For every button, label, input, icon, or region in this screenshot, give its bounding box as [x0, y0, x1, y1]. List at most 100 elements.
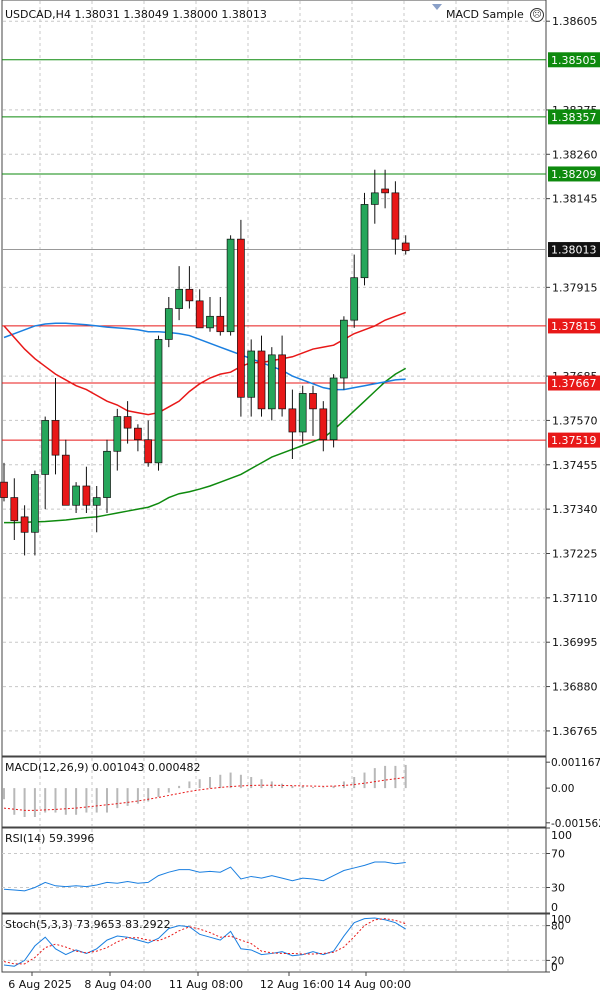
stoch-title: Stoch(5,3,3) 73.9653 83.2922: [5, 918, 171, 931]
level-label-bg: [548, 432, 600, 448]
candle-body: [195, 300, 204, 329]
pane-frame-macd: [1, 756, 547, 828]
candle-body: [185, 288, 194, 302]
candle-body: [113, 416, 122, 452]
candle-body: [103, 450, 111, 498]
y-tick-label: 1.38260: [552, 148, 598, 161]
indicator-name: MACD Sample: [446, 8, 524, 21]
current-price-bg: [548, 242, 600, 258]
y-tick-label: 1.38605: [552, 15, 598, 28]
level-label: 1.38209: [551, 168, 597, 181]
collapse-triangle-icon[interactable]: [432, 4, 442, 10]
pane-frame-stoch: [1, 913, 547, 973]
symbol-info: USDCAD,H4 1.38031 1.38049 1.38000 1.3801…: [5, 8, 267, 21]
rsi-y-tick-label: 0: [551, 901, 558, 914]
y-tick-label: 1.38145: [552, 193, 598, 206]
candle-body: [123, 416, 132, 429]
candle-body: [267, 354, 276, 410]
level-label: 1.37815: [551, 320, 597, 333]
candle-body: [61, 454, 70, 506]
candle-body: [278, 354, 286, 410]
candle-body: [288, 408, 297, 433]
candle-body: [360, 204, 369, 279]
candle-body: [10, 497, 19, 522]
candle-body: [381, 188, 389, 194]
macd-title: MACD(12,26,9) 0.001043 0.000482: [5, 761, 201, 774]
candle-body: [31, 474, 39, 533]
ma-mid-line: [3, 322, 406, 391]
candle-body: [247, 350, 256, 398]
y-tick-label: 1.37570: [552, 414, 598, 427]
y-tick-label: 1.37110: [552, 592, 598, 605]
ma-slow-line: [4, 367, 407, 524]
candle-body: [298, 393, 307, 433]
candle-body: [391, 192, 400, 240]
level-label-bg: [548, 166, 600, 182]
y-tick-label: 1.36765: [552, 725, 598, 738]
stoch-y-tick-label: 100: [551, 914, 571, 926]
current-price-label: 1.38013: [551, 244, 597, 257]
candle-body: [51, 420, 60, 456]
pane-frame-price: [1, 0, 547, 757]
candle-body: [164, 308, 173, 340]
level-label: 1.38357: [551, 111, 597, 124]
candle-body: [20, 516, 29, 533]
candle-body: [329, 377, 338, 441]
candle-body: [0, 481, 8, 498]
level-label-bg: [548, 318, 600, 334]
level-label-bg: [548, 52, 600, 68]
rsi-y-tick-label: 100: [551, 829, 572, 842]
y-tick-label: 1.37225: [552, 548, 598, 561]
candle-body: [370, 192, 379, 205]
candle-body: [340, 319, 348, 379]
stoch-y-tick-label: 20: [551, 955, 564, 967]
y-tick-label: 1.37340: [552, 503, 598, 516]
candle-body: [175, 288, 183, 309]
y-tick-label: 1.37915: [552, 281, 598, 294]
stoch-k-line: [3, 917, 406, 967]
candle-body: [237, 238, 245, 398]
candle-body: [144, 439, 153, 464]
frown-face-icon[interactable]: ☹: [530, 8, 544, 22]
macd-y-tick-label: -0.001562: [551, 818, 600, 830]
rsi-title: RSI(14) 59.3996: [5, 832, 94, 845]
candle-body: [41, 420, 50, 475]
candle-body: [257, 350, 266, 410]
macd-y-tick-label: 0.00: [551, 783, 574, 795]
y-tick-label: 1.36995: [552, 636, 598, 649]
x-tick-label: 8 Aug 04:00: [84, 978, 151, 991]
y-tick-label: 1.37455: [552, 459, 598, 472]
x-tick-label: 6 Aug 2025: [8, 978, 71, 991]
ma-fast-line: [3, 311, 406, 416]
x-tick-label: 12 Aug 16:00: [260, 978, 334, 991]
candle-body: [82, 485, 91, 506]
macd-y-tick-label: 0.001167: [551, 757, 600, 769]
candle-body: [226, 238, 235, 333]
candle-body: [92, 497, 101, 506]
rsi-line: [3, 861, 406, 892]
candle-body: [134, 427, 142, 441]
candle-body: [154, 339, 163, 464]
rsi-y-tick-label: 30: [551, 882, 565, 895]
y-tick-label: 1.36880: [552, 681, 598, 694]
stoch-y-tick-label: 0: [551, 962, 558, 974]
candle-body: [309, 393, 317, 410]
x-tick-label: 14 Aug 00:00: [337, 978, 411, 991]
candle-body: [319, 408, 328, 441]
candle-body: [206, 315, 214, 329]
x-tick-label: 11 Aug 08:00: [169, 978, 243, 991]
level-label: 1.38505: [551, 54, 597, 67]
macd-signal-line: [3, 776, 406, 811]
candle-body: [72, 485, 80, 506]
level-label-bg: [548, 375, 600, 391]
candle-body: [216, 315, 225, 333]
pane-frame-rsi: [1, 827, 547, 914]
level-label: 1.37519: [551, 434, 597, 447]
candle-body: [401, 242, 410, 252]
level-label-bg: [548, 109, 600, 125]
level-label: 1.37667: [551, 377, 597, 390]
candle-body: [350, 277, 359, 321]
rsi-y-tick-label: 70: [551, 848, 565, 861]
